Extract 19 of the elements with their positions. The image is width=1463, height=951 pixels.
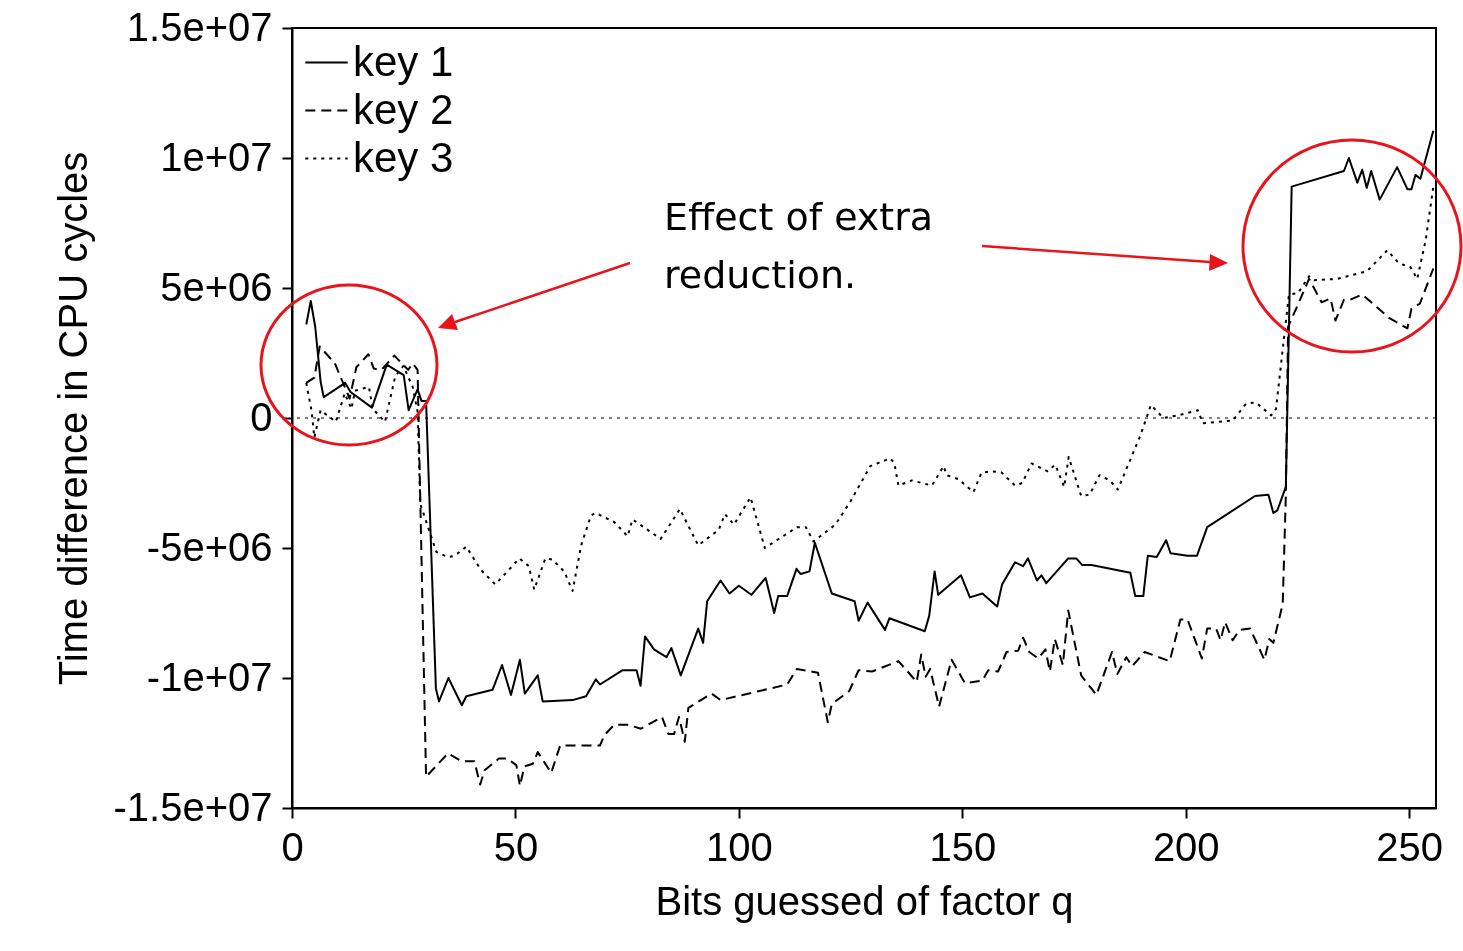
- x-tick-label: 0: [281, 824, 304, 869]
- y-tick-label: 0: [250, 394, 273, 439]
- x-tick-label: 100: [706, 824, 773, 869]
- x-tick-label: 150: [929, 824, 997, 869]
- y-tick-label: -1e+07: [146, 654, 273, 699]
- y-tick-label: 1.5e+07: [126, 4, 273, 49]
- x-tick-label: 50: [493, 824, 539, 869]
- y-tick-label: 5e+06: [160, 264, 273, 309]
- legend-label: key 2: [353, 85, 454, 133]
- x-axis-title: Bits guessed of factor q: [655, 878, 1074, 923]
- legend-label: key 3: [353, 133, 454, 181]
- y-tick-label: 1e+07: [160, 134, 273, 179]
- annotation: Effect of extra reduction.: [664, 194, 935, 299]
- y-tick-label: -1.5e+07: [113, 784, 273, 829]
- x-tick-label: 200: [1152, 824, 1220, 869]
- x-tick-label: 250: [1376, 824, 1444, 869]
- legend-label: key 1: [353, 37, 454, 85]
- y-axis-title: Time difference in CPU cycles: [51, 151, 96, 686]
- y-tick-label: -5e+06: [146, 524, 273, 569]
